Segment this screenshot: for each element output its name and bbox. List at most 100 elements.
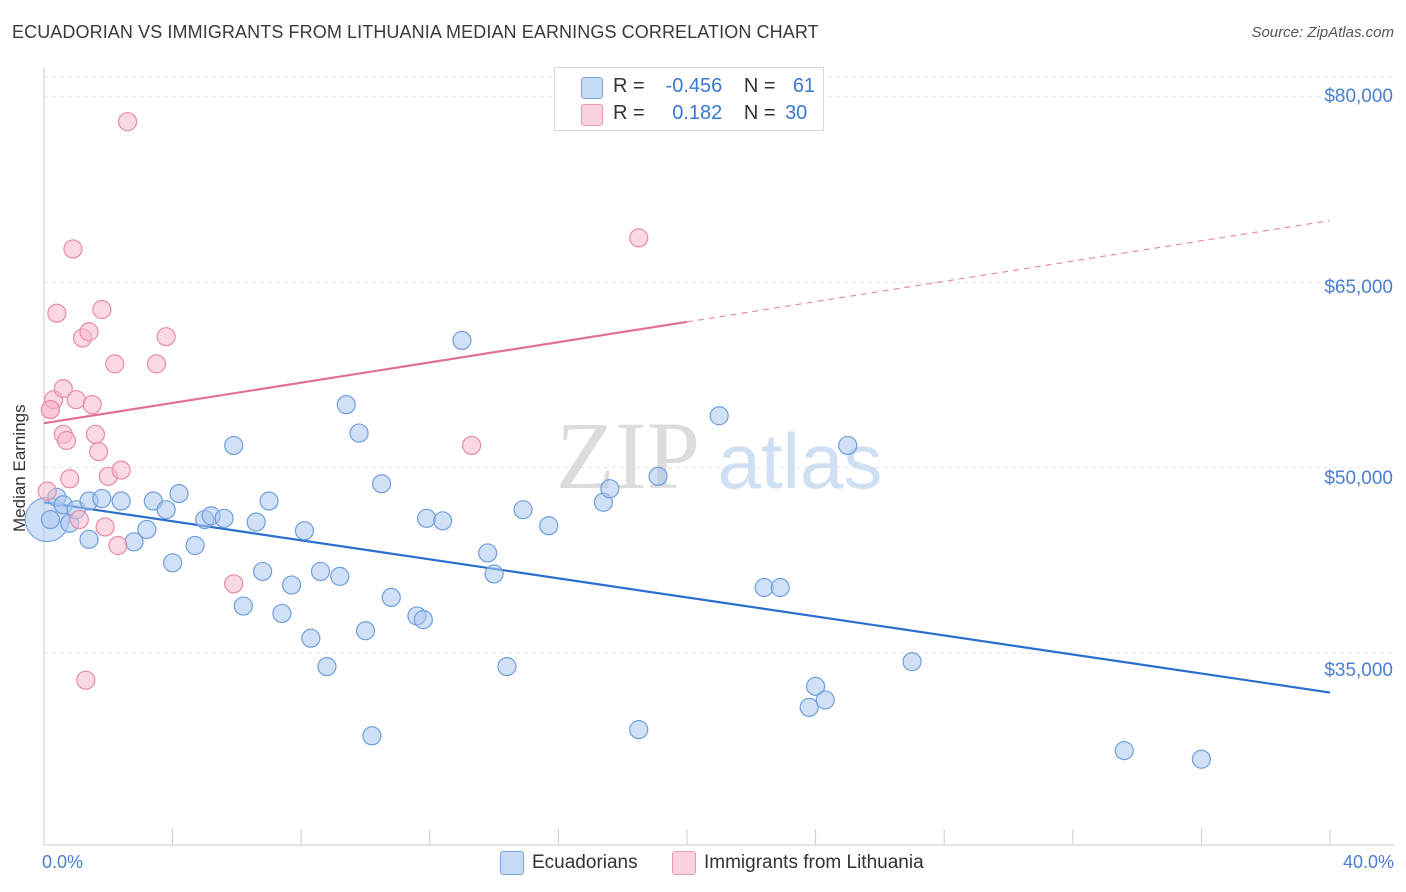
lithuania-point [40,399,61,420]
ecuadorian-point [1114,741,1134,761]
ecuadorian-point [452,330,472,351]
ecuadorian-point [484,564,504,584]
ecuadorian-point [310,561,331,582]
ecuadorian-point [253,561,273,582]
lithuania-point [629,228,649,248]
ecuadorian-point [336,395,356,415]
lithuania-point [53,378,73,399]
data-points [24,112,1212,769]
lithuania-trend-extension [686,219,1331,323]
lithuania-point [85,424,106,444]
legend-swatch-ecuadorians [581,77,603,99]
ecuadorian-point [79,529,99,549]
legend-row-ecuadorians: R = -0.456 N = 61 [613,75,816,97]
ecuadorian-point [902,652,922,672]
x-tick-label: 40.0% [1342,852,1394,872]
ecuadorian-point [539,516,559,536]
ecuadorian-point [185,535,205,556]
ecuadorian-point [111,491,131,511]
ecuadorian-point [754,577,774,598]
trend-lines [43,219,1331,694]
ecuadorian-point [838,435,858,456]
y-tick-label: $35,000 [1324,660,1393,681]
lithuania-point [111,460,131,480]
lithuania-point [89,442,109,462]
x-tick-label: 0.0% [42,852,84,872]
ecuadorian-point [513,500,533,520]
legend-swatch-lithuania [581,104,603,126]
y-tick-label: $80,000 [1324,86,1393,107]
y-axis-label: Median Earnings [10,404,29,532]
ecuadorian-point [92,488,112,509]
lithuania-point [105,354,125,374]
ecuadorian-point [272,603,292,624]
ecuadorian-point [381,587,401,608]
ecuadorian-point [416,508,437,528]
lithuania-point [146,354,167,374]
watermark-atlas: atlas [718,417,883,505]
lithuania-point [37,481,57,501]
ecuadorian-trend-line [43,501,1331,694]
lithuania-point [92,299,112,320]
lithuania-point [56,430,77,451]
lithuania-point [82,395,102,415]
lithuania-point [79,322,99,342]
ecuadorian-point [40,509,61,530]
ecuadorian-point [214,508,234,528]
ecuadorian-point [246,512,266,532]
lithuania-trend-line [43,320,688,425]
lithuania-point [76,670,96,690]
lithuania-point [117,112,138,132]
ecuadorian-point [709,406,729,426]
ecuadorian-point [478,543,498,563]
chart-title: ECUADORIAN VS IMMIGRANTS FROM LITHUANIA … [12,22,819,42]
bottom-legend-swatch [500,851,524,875]
ecuadorian-point [362,726,382,746]
ecuadorian-point [355,621,376,641]
watermark-zip: ZIP [556,402,700,509]
lithuania-point [108,535,128,556]
ecuadorian-point [169,484,189,504]
lithuania-point [224,574,244,594]
axes [43,68,1394,846]
ecuadorian-point [805,676,826,696]
lithuania-point [95,517,115,537]
ecuadorian-point [815,690,835,710]
watermark: ZIP atlas [556,402,882,509]
y-tick-label: $50,000 [1324,468,1393,489]
grid-lines [44,76,1394,654]
ecuadorian-point [1191,749,1212,769]
bottom-legend-ecuadorians: Ecuadorians [500,851,638,875]
ecuadorian-point [224,435,244,456]
lithuania-point [47,303,67,323]
ecuadorian-point [156,500,176,520]
ecuadorian-point [233,596,253,616]
ecuadorian-point [259,491,279,511]
ecuadorian-point [349,423,369,443]
ecuadorian-point [600,479,620,499]
lithuania-point [156,327,176,347]
ecuadorian-point [317,656,337,677]
ecuadorian-point [163,553,183,573]
ecuadorian-point [770,577,790,598]
ecuadorian-point [294,521,315,541]
lithuania-point [461,435,482,456]
bottom-legend-lithuania: Immigrants from Lithuania [672,851,924,875]
ecuadorian-point [301,628,321,648]
ecuadorian-point [433,511,453,531]
lithuania-point [66,390,86,410]
legend-row-lithuania: R = 0.182 N = 30 [613,102,808,124]
ecuadorian-point [371,474,392,494]
ecuadorian-point [137,519,157,540]
ecuadorian-point [799,697,819,717]
y-tick-label: $65,000 [1324,277,1393,298]
ecuadorian-point [497,656,517,677]
lithuania-point [60,469,80,489]
bottom-legend-swatch [672,851,696,875]
ecuadorian-point [281,575,302,595]
ecuadorian-point [648,466,668,486]
ecuadorian-point [413,610,433,630]
ecuadorian-point [330,566,350,586]
lithuania-point [63,239,83,259]
